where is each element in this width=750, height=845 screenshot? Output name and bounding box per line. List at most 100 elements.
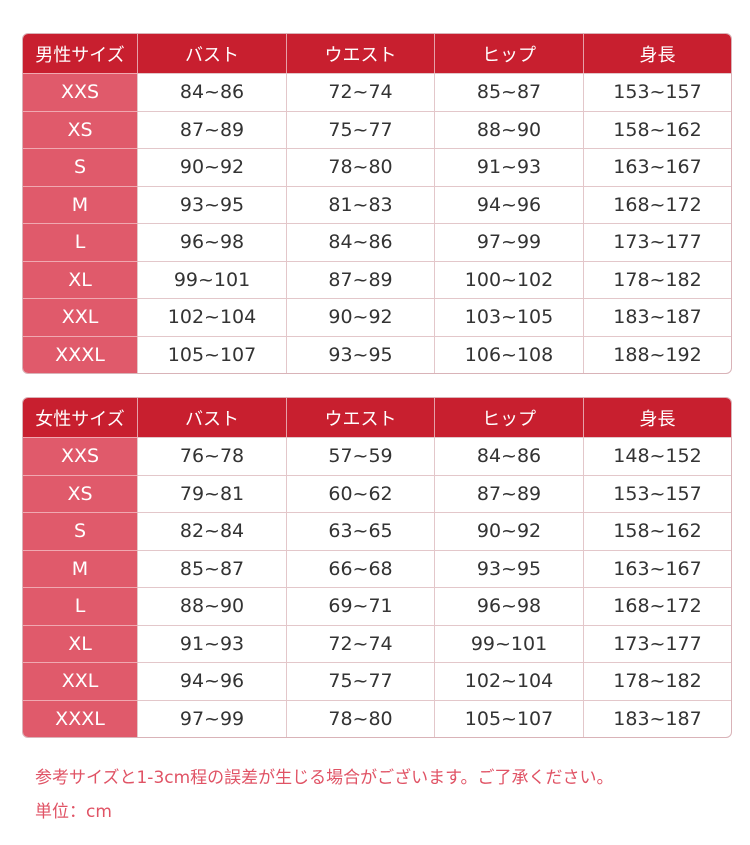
waist-cell: 81~83 bbox=[287, 185, 435, 223]
header-row: 女性サイズ バスト ウエスト ヒップ 身長 bbox=[23, 398, 731, 437]
bust-cell: 84~86 bbox=[138, 73, 287, 111]
column-header-waist: ウエスト bbox=[287, 34, 435, 73]
height-cell: 173~177 bbox=[584, 223, 731, 261]
height-cell: 158~162 bbox=[584, 110, 731, 149]
hip-cell: 90~92 bbox=[435, 512, 584, 550]
height-cell: 153~157 bbox=[584, 73, 731, 111]
hip-cell: 105~107 bbox=[435, 699, 584, 737]
hip-cell: 85~87 bbox=[435, 73, 584, 111]
hip-cell: 88~90 bbox=[435, 110, 584, 148]
bust-cell: 99~101 bbox=[138, 260, 287, 298]
table-row: XL 99~101 87~89 100~102 178~182 bbox=[23, 260, 731, 299]
bust-cell: 76~78 bbox=[138, 437, 287, 475]
hip-cell: 99~101 bbox=[435, 624, 584, 662]
height-cell: 188~192 bbox=[584, 335, 731, 374]
waist-cell: 93~95 bbox=[287, 335, 435, 373]
bust-cell: 105~107 bbox=[138, 335, 287, 373]
column-header-bust: バスト bbox=[138, 34, 287, 73]
column-header-waist: ウエスト bbox=[287, 398, 435, 437]
hip-cell: 102~104 bbox=[435, 662, 584, 700]
waist-cell: 60~62 bbox=[287, 474, 435, 512]
size-cell: S bbox=[23, 512, 138, 550]
size-cell: M bbox=[23, 185, 138, 223]
waist-cell: 66~68 bbox=[287, 549, 435, 587]
bust-cell: 82~84 bbox=[138, 512, 287, 550]
size-cell: XXS bbox=[23, 437, 138, 475]
column-header-hip: ヒップ bbox=[435, 34, 584, 73]
size-cell: S bbox=[23, 148, 138, 186]
table-row: L 96~98 84~86 97~99 173~177 bbox=[23, 223, 731, 261]
table-row: XXXL 97~99 78~80 105~107 183~187 bbox=[23, 699, 731, 738]
bust-cell: 94~96 bbox=[138, 662, 287, 700]
tolerance-note: 参考サイズと1-3cm程の誤差が生じる場合がございます。ご了承ください。 bbox=[35, 768, 614, 788]
hip-cell: 84~86 bbox=[435, 437, 584, 475]
waist-cell: 72~74 bbox=[287, 624, 435, 662]
hip-cell: 94~96 bbox=[435, 185, 584, 223]
column-header-height: 身長 bbox=[584, 34, 731, 73]
hip-cell: 103~105 bbox=[435, 298, 584, 336]
height-cell: 178~182 bbox=[584, 260, 731, 299]
bust-cell: 97~99 bbox=[138, 699, 287, 737]
bust-cell: 85~87 bbox=[138, 549, 287, 587]
size-cell: M bbox=[23, 549, 138, 587]
bust-cell: 90~92 bbox=[138, 148, 287, 186]
table-row: XL 91~93 72~74 99~101 173~177 bbox=[23, 624, 731, 663]
waist-cell: 90~92 bbox=[287, 298, 435, 336]
column-header-height: 身長 bbox=[584, 398, 731, 437]
size-cell: XXXL bbox=[23, 699, 138, 737]
mens-size-table: 男性サイズ バスト ウエスト ヒップ 身長 XXS 84~86 72~74 85~87 153~… bbox=[22, 33, 732, 374]
height-cell: 153~157 bbox=[584, 474, 731, 513]
column-header-size: 男性サイズ bbox=[23, 34, 138, 73]
table-row: XS 79~81 60~62 87~89 153~157 bbox=[23, 474, 731, 513]
column-header-bust: バスト bbox=[138, 398, 287, 437]
table-row: S 90~92 78~80 91~93 163~167 bbox=[23, 148, 731, 186]
table-row: XXL 102~104 90~92 103~105 183~187 bbox=[23, 298, 731, 336]
height-cell: 168~172 bbox=[584, 587, 731, 625]
hip-cell: 91~93 bbox=[435, 148, 584, 186]
column-header-size: 女性サイズ bbox=[23, 398, 138, 437]
size-cell: XL bbox=[23, 624, 138, 662]
waist-cell: 78~80 bbox=[287, 699, 435, 737]
size-cell: XXL bbox=[23, 662, 138, 700]
size-cell: XXL bbox=[23, 298, 138, 336]
waist-cell: 69~71 bbox=[287, 587, 435, 625]
size-cell: XXS bbox=[23, 73, 138, 111]
bust-cell: 96~98 bbox=[138, 223, 287, 261]
size-cell: L bbox=[23, 587, 138, 625]
hip-cell: 93~95 bbox=[435, 549, 584, 587]
bust-cell: 79~81 bbox=[138, 474, 287, 512]
waist-cell: 78~80 bbox=[287, 148, 435, 186]
hip-cell: 106~108 bbox=[435, 335, 584, 373]
waist-cell: 57~59 bbox=[287, 437, 435, 475]
womens-size-table: 女性サイズ バスト ウエスト ヒップ 身長 XXS 76~78 57~59 84~86 148~… bbox=[22, 397, 732, 738]
table-row: M 85~87 66~68 93~95 163~167 bbox=[23, 549, 731, 588]
size-cell: L bbox=[23, 223, 138, 261]
bust-cell: 93~95 bbox=[138, 185, 287, 223]
waist-cell: 63~65 bbox=[287, 512, 435, 550]
size-cell: XXXL bbox=[23, 335, 138, 373]
height-cell: 163~167 bbox=[584, 148, 731, 186]
hip-cell: 96~98 bbox=[435, 587, 584, 625]
waist-cell: 75~77 bbox=[287, 110, 435, 148]
height-cell: 183~187 bbox=[584, 699, 731, 738]
header-row: 男性サイズ バスト ウエスト ヒップ 身長 bbox=[23, 34, 731, 73]
table-row: XS 87~89 75~77 88~90 158~162 bbox=[23, 110, 731, 149]
table-row: XXS 84~86 72~74 85~87 153~157 bbox=[23, 73, 731, 111]
size-cell: XS bbox=[23, 110, 138, 148]
bust-cell: 87~89 bbox=[138, 110, 287, 148]
unit-note: 単位：cm bbox=[35, 802, 112, 822]
column-header-hip: ヒップ bbox=[435, 398, 584, 437]
height-cell: 163~167 bbox=[584, 549, 731, 588]
hip-cell: 100~102 bbox=[435, 260, 584, 298]
hip-cell: 97~99 bbox=[435, 223, 584, 261]
bust-cell: 102~104 bbox=[138, 298, 287, 336]
table-row: L 88~90 69~71 96~98 168~172 bbox=[23, 587, 731, 625]
waist-cell: 75~77 bbox=[287, 662, 435, 700]
height-cell: 173~177 bbox=[584, 624, 731, 663]
height-cell: 168~172 bbox=[584, 185, 731, 224]
height-cell: 158~162 bbox=[584, 512, 731, 550]
bust-cell: 88~90 bbox=[138, 587, 287, 625]
height-cell: 183~187 bbox=[584, 298, 731, 336]
height-cell: 178~182 bbox=[584, 662, 731, 700]
waist-cell: 87~89 bbox=[287, 260, 435, 298]
